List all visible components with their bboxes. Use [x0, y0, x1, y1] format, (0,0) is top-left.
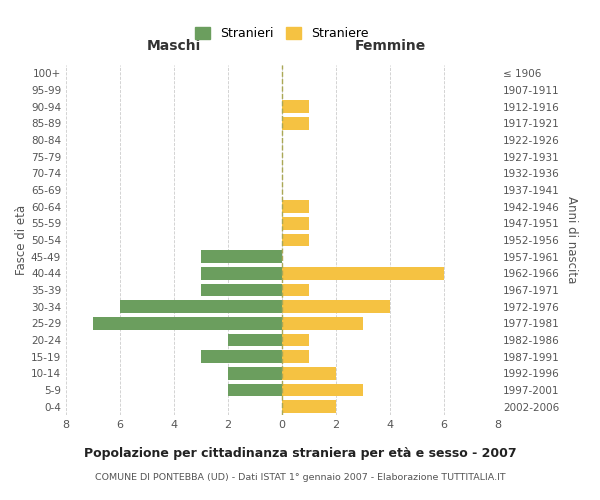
Text: Femmine: Femmine: [355, 40, 425, 54]
Bar: [282, 334, 309, 346]
Bar: [282, 350, 309, 363]
Bar: [282, 400, 336, 413]
Bar: [120, 300, 282, 313]
Bar: [282, 317, 363, 330]
Text: Maschi: Maschi: [147, 40, 201, 54]
Bar: [282, 384, 363, 396]
Bar: [282, 200, 309, 213]
Bar: [282, 300, 390, 313]
Bar: [201, 250, 282, 263]
Bar: [228, 367, 282, 380]
Y-axis label: Fasce di età: Fasce di età: [15, 205, 28, 275]
Bar: [201, 284, 282, 296]
Y-axis label: Anni di nascita: Anni di nascita: [565, 196, 578, 284]
Legend: Stranieri, Straniere: Stranieri, Straniere: [190, 22, 374, 45]
Text: COMUNE DI PONTEBBA (UD) - Dati ISTAT 1° gennaio 2007 - Elaborazione TUTTITALIA.I: COMUNE DI PONTEBBA (UD) - Dati ISTAT 1° …: [95, 472, 505, 482]
Bar: [201, 350, 282, 363]
Bar: [282, 267, 444, 280]
Bar: [228, 334, 282, 346]
Bar: [201, 267, 282, 280]
Bar: [93, 317, 282, 330]
Bar: [282, 117, 309, 130]
Bar: [282, 100, 309, 113]
Bar: [282, 234, 309, 246]
Bar: [282, 217, 309, 230]
Bar: [282, 284, 309, 296]
Text: Popolazione per cittadinanza straniera per età e sesso - 2007: Popolazione per cittadinanza straniera p…: [83, 448, 517, 460]
Bar: [228, 384, 282, 396]
Bar: [282, 367, 336, 380]
